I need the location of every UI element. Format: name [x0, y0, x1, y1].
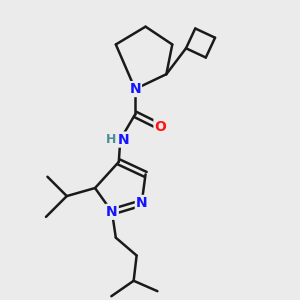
Text: N: N [136, 196, 148, 210]
Text: O: O [154, 120, 166, 134]
Text: N: N [106, 205, 118, 219]
Text: N: N [118, 133, 130, 147]
Text: N: N [129, 82, 141, 96]
Text: H: H [106, 133, 116, 146]
